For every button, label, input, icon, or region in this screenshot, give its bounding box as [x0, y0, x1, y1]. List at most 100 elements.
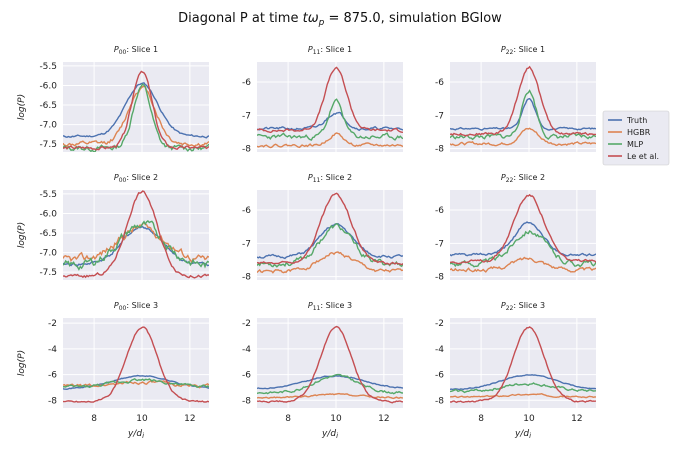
- y-tick-label: -6: [48, 371, 57, 381]
- x-tick-label: 12: [378, 414, 389, 424]
- y-axis-label: log(P): [17, 94, 27, 120]
- series-line-mlp: [450, 230, 596, 268]
- y-tick-label: -8: [435, 145, 444, 155]
- y-tick-label: -6: [242, 371, 251, 381]
- plot-area: [63, 62, 209, 152]
- series-line-le-et-al: [257, 325, 403, 404]
- series-line-le-et-al: [257, 192, 403, 266]
- panel-title: P00: Slice 3: [114, 301, 158, 312]
- series-group: [63, 326, 209, 403]
- x-axis-label: y/di: [127, 429, 144, 440]
- series-line-mlp: [63, 219, 209, 271]
- panel-title: P11: Slice 3: [308, 301, 352, 312]
- series-line-truth: [450, 374, 596, 391]
- series-line-le-et-al: [450, 193, 596, 265]
- x-axis-label: y/di: [321, 429, 338, 440]
- panel-6: -6 -7 -8 P22: Slice 2: [435, 173, 596, 283]
- legend-box: [602, 110, 670, 166]
- series-line-hgbr: [257, 132, 403, 149]
- series-group: [63, 70, 209, 152]
- series-line-truth: [450, 97, 596, 131]
- panel-title: P11: Slice 1: [308, 45, 352, 56]
- y-axis-label: log(P): [17, 350, 27, 376]
- y-tick-label: -6: [242, 206, 251, 216]
- y-tick-label: -7.0: [39, 249, 57, 259]
- y-tick-label: -6.0: [39, 209, 57, 219]
- y-tick-label: -8: [435, 273, 444, 283]
- legend-label: Le et al.: [627, 152, 659, 161]
- legend-label: MLP: [627, 140, 643, 149]
- series-line-mlp: [257, 222, 403, 268]
- y-tick-label: -4: [242, 345, 251, 355]
- series-line-mlp: [257, 98, 403, 141]
- panel-title: P00: Slice 1: [114, 45, 158, 56]
- x-tick-label: 10: [523, 414, 535, 424]
- panel-9: -2 -4 -6 -8 8 10 12 P22: Slice 3 y/di: [435, 301, 596, 440]
- series-line-hgbr: [63, 85, 209, 148]
- y-tick-label: -6.0: [39, 81, 57, 91]
- plot-area: [63, 190, 209, 280]
- x-tick-label: 10: [330, 414, 342, 424]
- plot-area: [257, 190, 403, 280]
- y-tick-label: -8: [242, 145, 251, 155]
- series-line-le-et-al: [257, 66, 403, 134]
- series-group: [257, 66, 403, 149]
- series-line-hgbr: [257, 392, 403, 400]
- y-tick-label: -2: [242, 319, 251, 329]
- panel-2: -6 -7 -8 P11: Slice 1: [242, 45, 403, 155]
- x-tick-label: 8: [478, 414, 484, 424]
- y-tick-label: -7: [242, 111, 251, 121]
- panel-7: -2 -4 -6 -8 8 10 12 P00: Slice 3 log(P) y/di: [17, 301, 209, 440]
- y-tick-label: -6: [435, 78, 444, 88]
- y-tick-label: -7.0: [39, 121, 57, 131]
- panel-4: -5.5 -6.0 -6.5 -7.0 -7.5 P00: Slice 2 log(P): [17, 173, 209, 280]
- y-tick-label: -2: [48, 319, 57, 329]
- x-tick-label: 10: [136, 414, 148, 424]
- legend-label: HGBR: [627, 128, 651, 137]
- x-tick-label: 12: [184, 414, 195, 424]
- y-tick-label: -8: [242, 396, 251, 406]
- x-axis-label: y/di: [514, 429, 531, 440]
- series-group: [450, 193, 596, 273]
- series-line-le-et-al: [63, 190, 209, 279]
- series-group: [257, 192, 403, 274]
- panel-1: -5.5 -6.0 -6.5 -7.0 -7.5 P00: Slice 1 log(P): [17, 45, 209, 152]
- y-tick-label: -5.5: [39, 190, 57, 200]
- panel-title: P22: Slice 3: [501, 301, 545, 312]
- y-tick-label: -6: [242, 78, 251, 88]
- panel-title: P22: Slice 2: [501, 173, 545, 184]
- panel-8: -2 -4 -6 -8 8 10 12 P11: Slice 3 y/di: [242, 301, 403, 440]
- y-tick-label: -6: [435, 206, 444, 216]
- y-tick-label: -6.5: [39, 101, 57, 111]
- chart-title: Diagonal P at time tωp = 875.0, simulati…: [178, 11, 502, 28]
- series-line-mlp: [450, 382, 596, 394]
- y-tick-label: -7.5: [39, 268, 57, 278]
- y-tick-label: -8: [435, 396, 444, 406]
- panel-title: P00: Slice 2: [114, 173, 158, 184]
- series-group: [450, 65, 596, 147]
- series-line-truth: [450, 221, 596, 257]
- series-line-hgbr: [450, 392, 596, 399]
- panels: -5.5 -6.0 -6.5 -7.0 -7.5 P00: Slice 1 log(P) -6…: [17, 45, 596, 440]
- series-line-le-et-al: [63, 326, 209, 403]
- y-tick-label: -6.5: [39, 229, 57, 239]
- x-tick-label: 8: [285, 414, 291, 424]
- legend: Truth HGBR MLP Le et al.: [602, 110, 670, 166]
- x-tick-label: 12: [571, 414, 582, 424]
- y-tick-label: -8: [48, 396, 57, 406]
- panel-3: -6 -7 -8 P22: Slice 1: [435, 45, 596, 155]
- series-line-mlp: [257, 373, 403, 395]
- y-axis-label: log(P): [17, 222, 27, 248]
- y-tick-label: -7.5: [39, 140, 57, 150]
- y-tick-label: -2: [435, 319, 444, 329]
- series-group: [63, 190, 209, 279]
- series-line-hgbr: [257, 251, 403, 274]
- legend-label: Truth: [626, 116, 647, 125]
- series-line-le-et-al: [450, 326, 596, 404]
- series-group: [257, 325, 403, 404]
- y-tick-label: -4: [435, 345, 444, 355]
- panel-title: P22: Slice 1: [501, 45, 545, 56]
- y-tick-label: -7: [242, 239, 251, 249]
- panel-5: -6 -7 -8 P11: Slice 2: [242, 173, 403, 283]
